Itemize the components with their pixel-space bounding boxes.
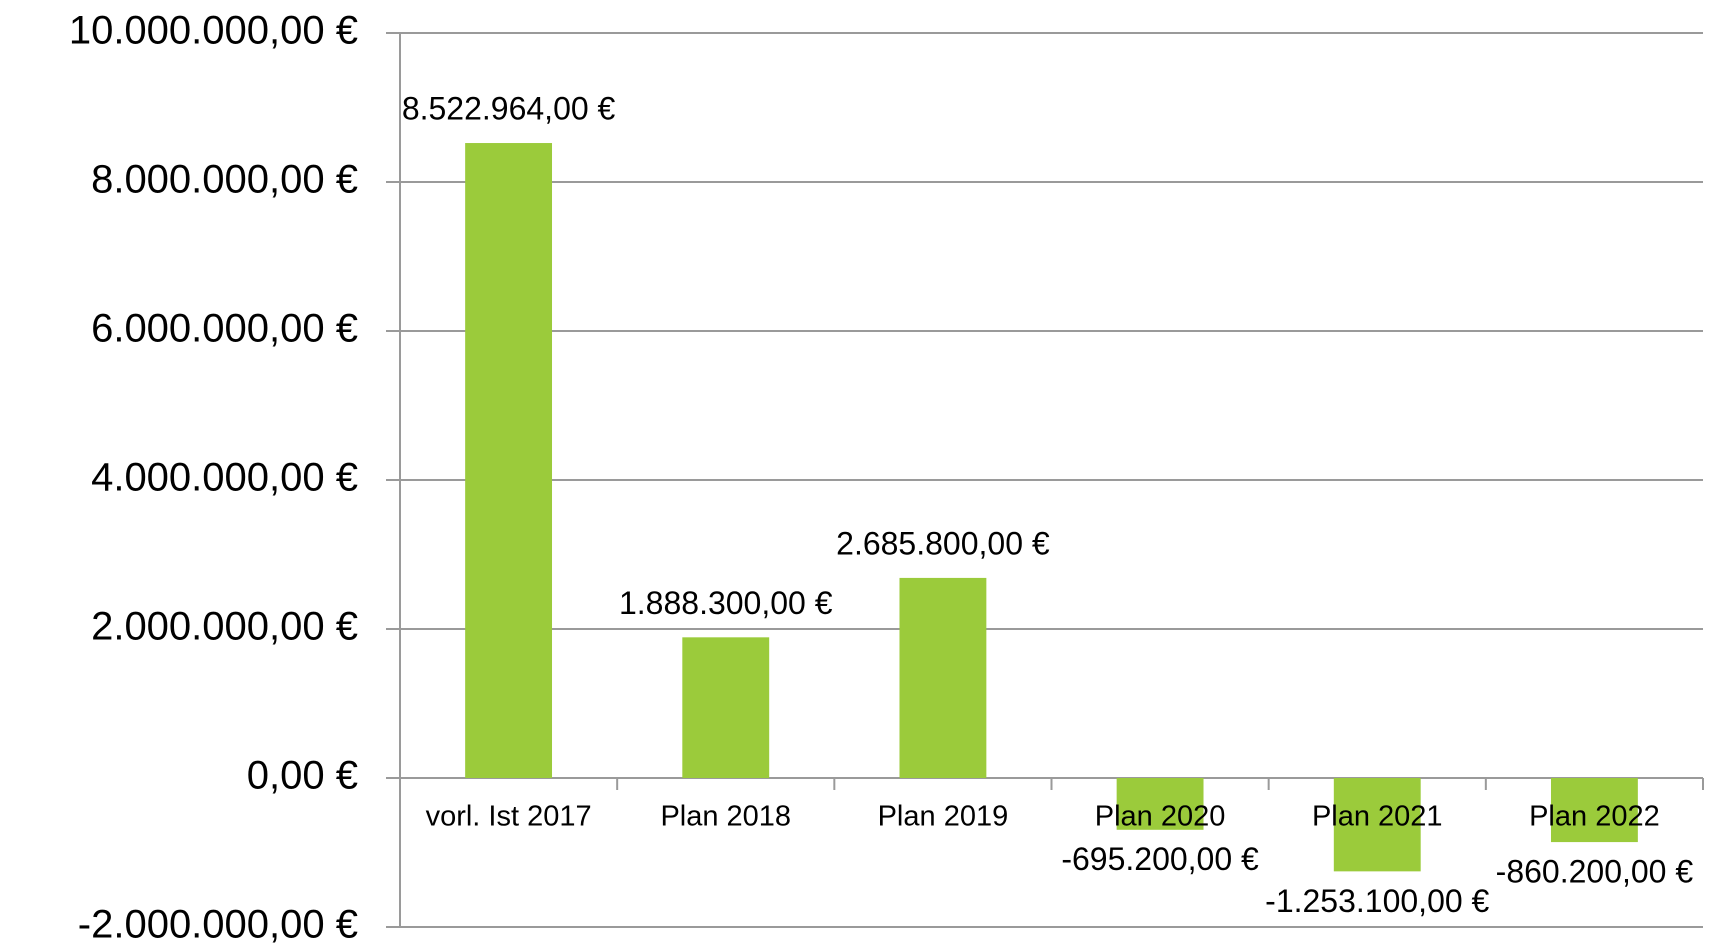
bar (682, 637, 770, 778)
bar (465, 143, 553, 778)
x-tick-label: Plan 2022 (1529, 801, 1660, 833)
data-label: 8.522.964,00 € (402, 90, 616, 126)
data-label: 1.888.300,00 € (619, 585, 833, 621)
y-tick-label: 8.000.000,00 € (91, 158, 358, 202)
bar (1116, 778, 1204, 830)
x-tick-label: Plan 2021 (1312, 801, 1443, 833)
bar (1550, 778, 1638, 843)
bar (1333, 778, 1421, 872)
y-tick-label: 0,00 € (247, 754, 358, 798)
y-tick-label: 2.000.000,00 € (91, 605, 358, 649)
data-label: -1.253.100,00 € (1265, 883, 1489, 919)
data-label: -695.200,00 € (1061, 841, 1259, 877)
x-tick-label: vorl. Ist 2017 (426, 801, 592, 833)
y-tick-label: -2.000.000,00 € (78, 903, 358, 944)
bar (899, 577, 987, 778)
y-tick-label: 4.000.000,00 € (91, 456, 358, 500)
y-tick-label: 6.000.000,00 € (91, 307, 358, 351)
x-tick-label: Plan 2020 (1095, 801, 1226, 833)
data-label: -860.200,00 € (1496, 854, 1694, 890)
x-tick-label: Plan 2018 (660, 801, 791, 833)
data-label: 2.685.800,00 € (836, 525, 1050, 561)
x-tick-label: Plan 2019 (878, 801, 1009, 833)
y-tick-label: 10.000.000,00 € (69, 9, 358, 53)
